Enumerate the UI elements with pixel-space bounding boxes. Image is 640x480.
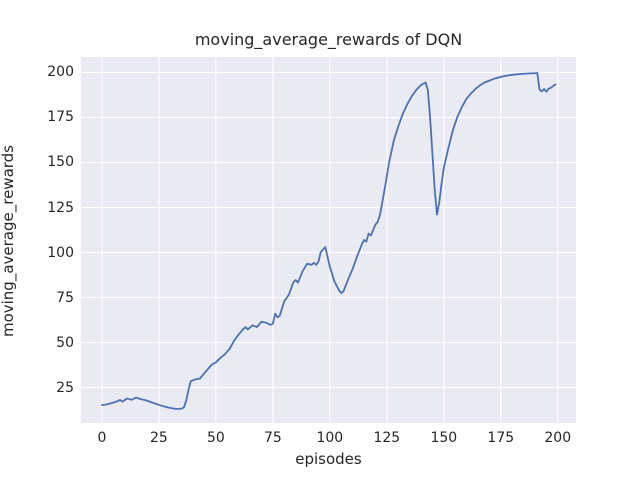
- x-tick-label: 50: [206, 430, 225, 446]
- y-tick-label: 75: [56, 289, 74, 306]
- chart-title: moving_average_rewards of DQN: [194, 30, 463, 49]
- x-tick-label: 75: [263, 430, 282, 446]
- x-axis-label: episodes: [295, 450, 362, 468]
- gridlines: [81, 57, 576, 423]
- y-tick-label: 100: [47, 244, 74, 261]
- line-series: [101, 72, 557, 410]
- x-tick-label: 150: [430, 430, 458, 446]
- x-tick-label: 100: [316, 430, 344, 446]
- y-tick-label: 50: [56, 334, 74, 351]
- y-tick-label: 200: [47, 64, 74, 81]
- y-axis-label: moving_average_rewards: [0, 144, 17, 338]
- axes-background: [81, 57, 576, 423]
- y-tick-label: 25: [56, 379, 74, 396]
- x-tick-label: 125: [373, 430, 401, 446]
- x-tick-label: 0: [97, 430, 107, 446]
- x-tick-label: 175: [487, 430, 515, 446]
- x-tick-label: 25: [150, 430, 168, 446]
- x-tick-label: 200: [544, 430, 572, 446]
- y-tick-label: 175: [47, 109, 74, 126]
- series-line-moving_average_rewards: [101, 72, 557, 410]
- y-tick-label: 125: [47, 199, 74, 216]
- y-tick-label: 150: [47, 154, 74, 171]
